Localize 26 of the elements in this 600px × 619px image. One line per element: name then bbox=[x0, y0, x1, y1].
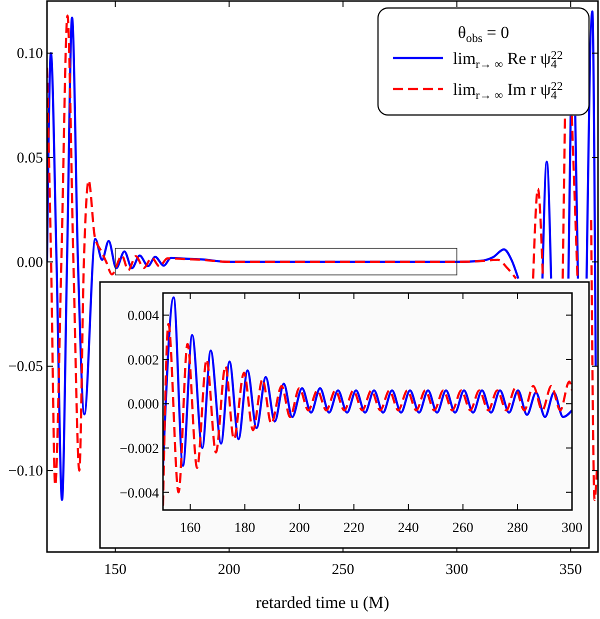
x-tick-label: 300 bbox=[446, 562, 468, 578]
y-tick-label: −0.10 bbox=[8, 464, 43, 480]
x-tick-label: 250 bbox=[332, 562, 354, 578]
x-tick-label: 260 bbox=[452, 521, 474, 536]
x-axis-title: retarded time u (M) bbox=[256, 593, 390, 612]
line-series bbox=[163, 296, 572, 467]
legend-title: θ$_{obs}$ = 0 bbox=[458, 23, 510, 45]
y-tick-label: 0.000 bbox=[128, 398, 159, 413]
x-tick-label: 300 bbox=[562, 521, 582, 536]
y-tick-label: 0.004 bbox=[128, 309, 159, 324]
y-tick-label: −0.004 bbox=[120, 486, 159, 502]
y-tick-label: 0.00 bbox=[16, 254, 43, 271]
x-tick-label: 350 bbox=[559, 562, 582, 578]
y-tick-label: −0.05 bbox=[8, 359, 43, 376]
x-tick-label: 150 bbox=[104, 562, 127, 578]
x-tick-label: 220 bbox=[343, 521, 364, 536]
x-tick-label: 280 bbox=[506, 521, 528, 536]
y-tick-label: 0.10 bbox=[16, 46, 43, 62]
x-tick-label: 200 bbox=[218, 562, 240, 578]
y-tick-label: −0.002 bbox=[120, 442, 159, 457]
x-tick-label: 200 bbox=[288, 521, 310, 536]
x-tick-label: 240 bbox=[398, 521, 419, 536]
x-tick-label: 180 bbox=[234, 521, 256, 536]
y-tick-label: 0.05 bbox=[16, 150, 43, 167]
x-tick-label: 160 bbox=[180, 521, 201, 536]
y-tick-label: 0.002 bbox=[128, 353, 159, 368]
